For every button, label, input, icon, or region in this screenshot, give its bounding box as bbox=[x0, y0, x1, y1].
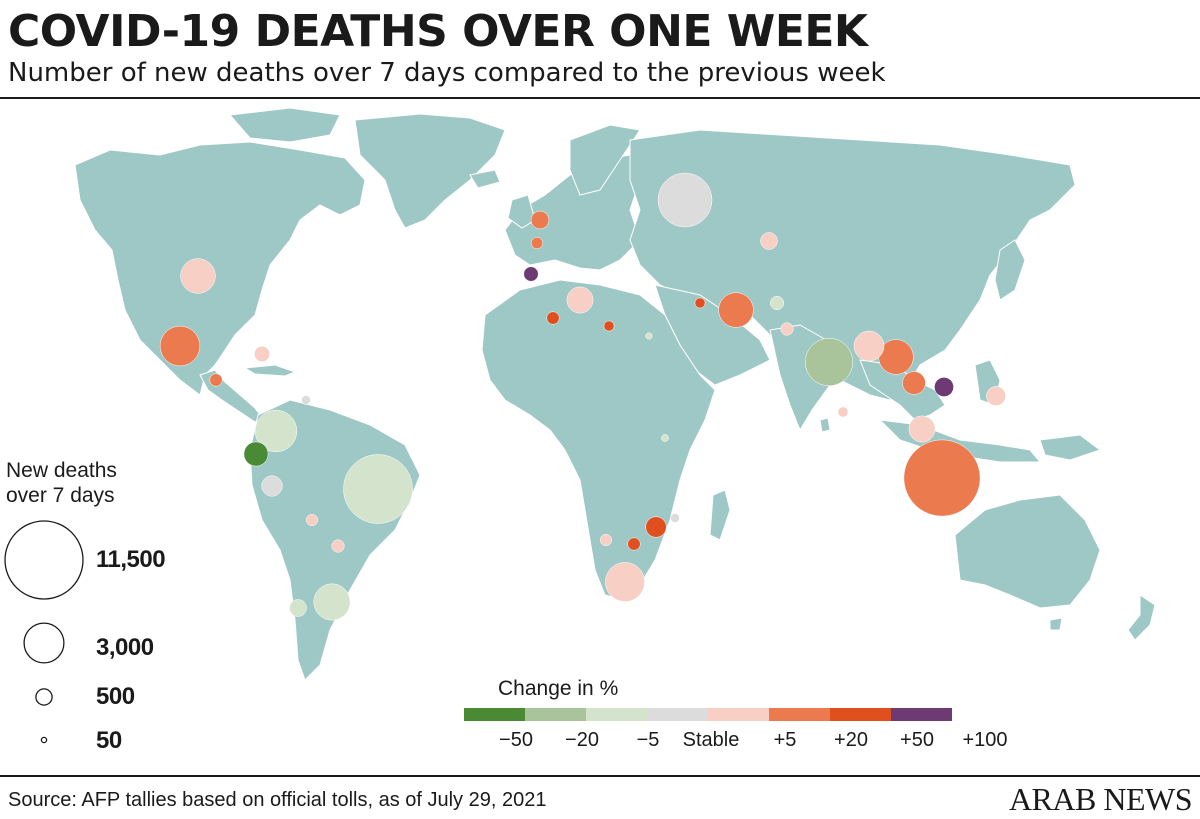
death-bubbles bbox=[159, 172, 1006, 621]
bubble-vietnam bbox=[934, 377, 954, 397]
size-label-3000: 3,000 bbox=[96, 634, 154, 661]
size-legend-circles bbox=[4, 520, 84, 744]
size-label-50: 50 bbox=[96, 727, 122, 754]
change-tick-minus5: −5 bbox=[636, 729, 660, 751]
bubble-venezuela bbox=[301, 395, 311, 405]
land-iceland bbox=[469, 169, 501, 189]
land-north-america bbox=[74, 141, 366, 396]
bubble-zambia bbox=[645, 516, 667, 538]
bubble-france bbox=[530, 236, 544, 250]
bubble-zimbabwe bbox=[627, 537, 641, 551]
bubble-peru bbox=[261, 475, 283, 497]
bubble-paraguay bbox=[331, 539, 345, 553]
land-scandinavia bbox=[569, 124, 641, 196]
change-color-bar bbox=[464, 708, 952, 721]
bubble-south-africa bbox=[605, 562, 645, 602]
size-legend-circle-3000 bbox=[23, 622, 65, 664]
bubble-sri-lanka bbox=[837, 406, 849, 418]
bubble-spain bbox=[523, 266, 539, 282]
change-tick-stable: Stable bbox=[682, 729, 740, 751]
page-subtitle: Number of new deaths over 7 days compare… bbox=[8, 58, 886, 88]
bubble-colombia bbox=[254, 409, 298, 453]
bubble-bolivia bbox=[305, 513, 319, 527]
bubble-mexico bbox=[159, 325, 201, 367]
land-sri-lanka bbox=[819, 417, 831, 433]
change-tick-plus50: +50 bbox=[900, 729, 934, 751]
land-british-isles bbox=[507, 194, 536, 229]
land-new-zealand bbox=[1127, 594, 1156, 641]
change-tick-plus20: +20 bbox=[834, 729, 868, 751]
bubble-chile bbox=[289, 599, 307, 617]
bubble-afghanistan bbox=[769, 295, 785, 311]
bubble-thailand bbox=[902, 371, 926, 395]
land-arctic-islands bbox=[229, 107, 341, 143]
land-japan bbox=[994, 239, 1026, 301]
change-tick-minus50: −50 bbox=[499, 729, 533, 751]
change-swatch-6 bbox=[830, 708, 891, 721]
change-swatch-3 bbox=[647, 708, 708, 721]
land-australia bbox=[954, 494, 1101, 609]
page-title: COVID-19 DEATHS OVER ONE WEEK bbox=[8, 6, 868, 57]
size-legend-title-line1: New deaths bbox=[6, 459, 117, 482]
bubble-kazakhstan bbox=[760, 232, 778, 250]
change-legend-title: Change in % bbox=[498, 677, 619, 700]
bubble-india bbox=[804, 337, 854, 387]
land-caribbean bbox=[243, 364, 297, 377]
size-legend-title-line2: over 7 days bbox=[6, 484, 115, 507]
change-swatch-0 bbox=[464, 708, 525, 721]
bubble-iran bbox=[718, 292, 754, 328]
bubble-argentina bbox=[313, 583, 351, 621]
arab-news-logo: ARAB NEWS bbox=[1008, 781, 1193, 817]
bubble-pakistan bbox=[780, 322, 794, 336]
bubble-cuba bbox=[254, 346, 270, 362]
size-label-11500: 11,500 bbox=[96, 546, 166, 573]
change-swatch-1 bbox=[525, 708, 586, 721]
bubble-namibia bbox=[599, 533, 613, 547]
bubble-ecuador bbox=[243, 441, 269, 467]
change-tick-minus20: −20 bbox=[565, 729, 599, 751]
bubble-bangladesh bbox=[853, 330, 885, 362]
change-swatch-2 bbox=[586, 708, 647, 721]
size-legend-circle-50 bbox=[40, 736, 48, 744]
bubble-united-kingdom bbox=[530, 210, 550, 230]
size-legend-circle-500 bbox=[35, 688, 53, 706]
bubble-malaysia bbox=[908, 415, 936, 443]
change-tick-plus5: +5 bbox=[773, 729, 797, 751]
bubble-russia bbox=[657, 172, 713, 228]
change-swatch-5 bbox=[769, 708, 830, 721]
change-swatch-7 bbox=[891, 708, 952, 721]
bubble-indonesia bbox=[903, 439, 981, 517]
land-greenland bbox=[354, 113, 506, 229]
source-note: Source: AFP tallies based on official to… bbox=[8, 789, 547, 811]
bottom-divider bbox=[0, 775, 1200, 777]
bubble-kenya bbox=[661, 434, 669, 442]
size-legend-title: New deaths over 7 days bbox=[6, 458, 117, 508]
world-map bbox=[4, 107, 1156, 744]
size-legend-circle-11500 bbox=[4, 520, 84, 600]
bubble-tunisia bbox=[566, 286, 594, 314]
bubble-philippines bbox=[986, 386, 1006, 406]
bubble-morocco bbox=[546, 311, 560, 325]
land-madagascar bbox=[709, 489, 731, 541]
change-swatch-4 bbox=[708, 708, 769, 721]
change-tick-plus100: +100 bbox=[962, 729, 1008, 751]
bubble-brazil bbox=[343, 454, 413, 524]
bubble-guatemala bbox=[209, 373, 223, 387]
bubble-mozambique bbox=[670, 513, 680, 523]
bubble-egypt bbox=[645, 332, 653, 340]
bubble-iraq bbox=[694, 297, 706, 309]
land-new-guinea bbox=[1039, 434, 1102, 461]
bubble-libya bbox=[603, 320, 615, 332]
land-central-america bbox=[199, 369, 263, 423]
top-divider bbox=[0, 97, 1200, 99]
size-label-500: 500 bbox=[96, 683, 135, 710]
land-tasmania bbox=[1049, 617, 1063, 631]
bubble-united-states bbox=[180, 258, 216, 294]
